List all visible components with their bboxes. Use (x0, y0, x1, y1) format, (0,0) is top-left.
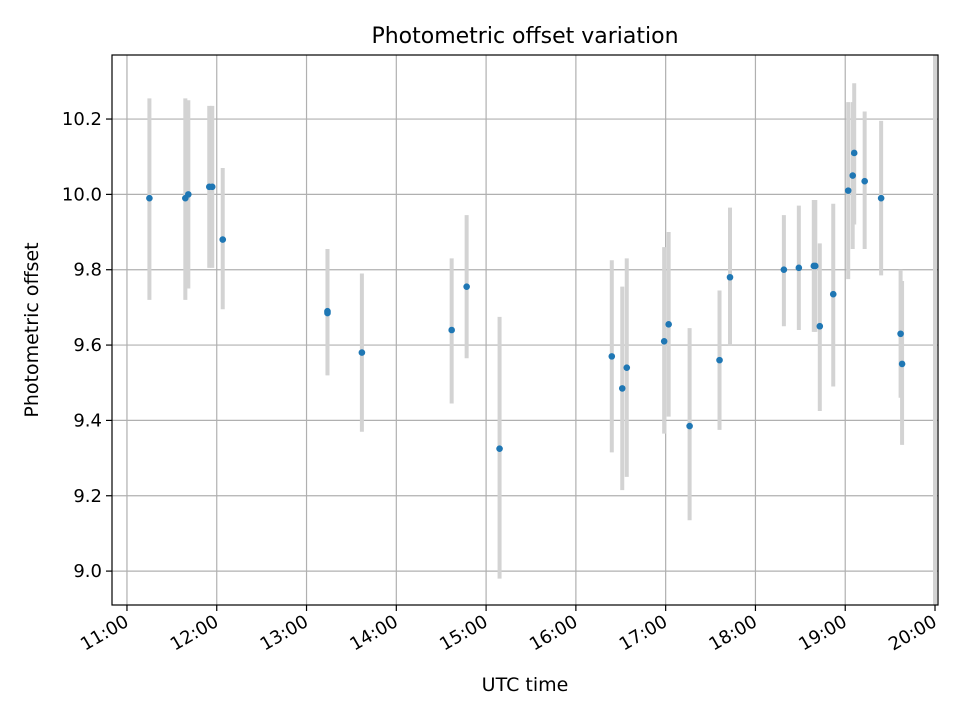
data-point (660, 338, 668, 345)
data-point (185, 191, 192, 198)
y-tick-label: 10.0 (62, 184, 102, 205)
data-point (208, 183, 216, 191)
data-point (897, 330, 904, 338)
data-point (849, 172, 857, 179)
data-point (358, 349, 366, 356)
chart-title: Photometric offset variation (371, 24, 678, 49)
data-point (716, 356, 723, 364)
y-tick-label: 9.4 (73, 410, 102, 431)
data-point (816, 322, 824, 330)
data-point (146, 194, 153, 202)
data-point (623, 364, 631, 371)
data-point (861, 177, 868, 185)
y-axis-label: Photometric offset (21, 242, 43, 417)
data-point (780, 266, 788, 274)
data-point (844, 187, 852, 194)
data-point (811, 262, 819, 270)
plot-frame (111, 54, 939, 606)
data-point (829, 290, 837, 298)
data-point (324, 309, 331, 317)
data-point (726, 273, 734, 281)
y-tick-label: 9.6 (73, 335, 102, 356)
y-tick-label: 10.2 (62, 109, 102, 130)
data-point (795, 264, 803, 272)
data-point (463, 283, 470, 290)
data-point (877, 194, 885, 202)
x-axis-label: UTC time (482, 674, 569, 696)
data-point (686, 422, 693, 430)
y-axis: 9.0 9.2 9.4 9.6 9.8 10.0 10.2 (62, 109, 112, 582)
data-point (448, 326, 455, 334)
y-tick-label: 9.8 (73, 260, 102, 281)
data-point (850, 149, 858, 157)
data-point (219, 236, 227, 243)
data-point (898, 360, 906, 368)
data-point (618, 385, 626, 392)
data-point (665, 321, 672, 328)
data-point (496, 445, 503, 452)
data-points (146, 149, 906, 452)
y-tick-label: 9.0 (73, 561, 102, 582)
data-point (608, 353, 616, 360)
y-tick-label: 9.2 (73, 486, 102, 507)
